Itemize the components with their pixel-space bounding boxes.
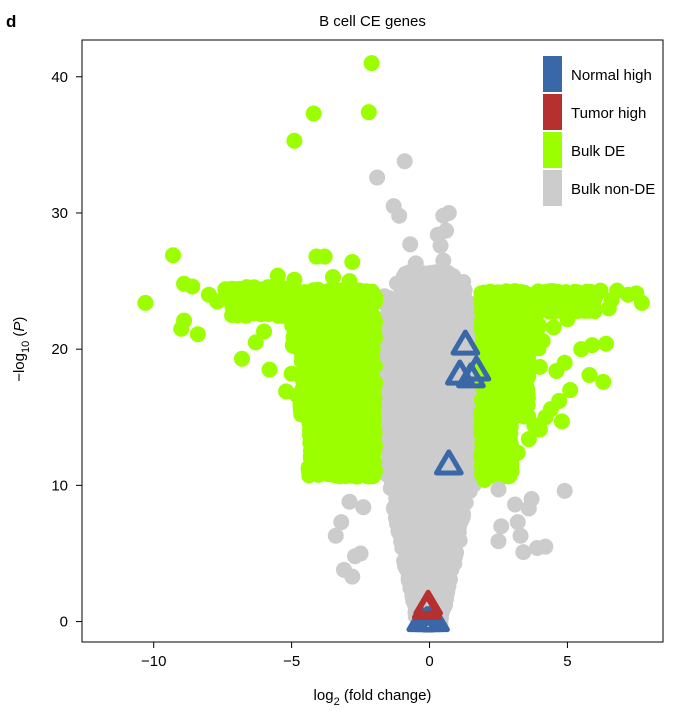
de-cloud-point [273, 302, 289, 318]
de-cloud-point [343, 349, 359, 365]
de-cloud-point [285, 328, 301, 344]
non-de-cloud-point [411, 572, 427, 588]
de-cloud-point [243, 301, 259, 317]
non-de-cloud-point [439, 574, 455, 590]
de-cloud-point [307, 312, 323, 328]
de-cloud-point [333, 460, 349, 476]
de-cloud-point [327, 437, 343, 453]
de-cloud-point [335, 382, 351, 398]
de-cloud-point [366, 317, 382, 333]
non-de-cloud-point [401, 536, 417, 552]
non-de-cloud-point [427, 519, 443, 535]
de-cloud-point [363, 367, 379, 383]
non-de-cloud-point [402, 495, 418, 511]
de-cloud-point [325, 423, 341, 439]
de-cloud-point [261, 298, 277, 314]
de-cloud-point [315, 386, 331, 402]
de-cloud-point [344, 328, 360, 344]
de-cloud-point [333, 368, 349, 384]
panel-label: d [6, 12, 17, 31]
de-cloud-point [286, 305, 302, 321]
de-cloud-point [347, 467, 363, 483]
de-cloud-point [327, 287, 343, 303]
non-de-cloud-point [455, 508, 471, 524]
de-cloud-point [321, 325, 337, 341]
non-de-cloud-point [438, 592, 454, 608]
de-cloud-point [356, 443, 372, 459]
non-de-cloud-point [436, 499, 452, 515]
non-de-cloud-point [394, 507, 410, 523]
non-de-cloud-point [451, 525, 467, 541]
de-cloud-point [366, 383, 382, 399]
de-cloud-point [312, 287, 328, 303]
de-cloud-point [296, 344, 312, 360]
non-de-cloud-point [403, 517, 419, 533]
non-de-cloud-point [442, 548, 458, 564]
non-de-cloud-point [420, 552, 436, 568]
non-de-cloud-point [414, 495, 430, 511]
de-cloud-point [337, 314, 353, 330]
de-cloud-point [347, 409, 363, 425]
de-cloud-point [368, 289, 384, 305]
non-de-cloud-point [430, 560, 446, 576]
de-cloud-point [353, 395, 369, 411]
